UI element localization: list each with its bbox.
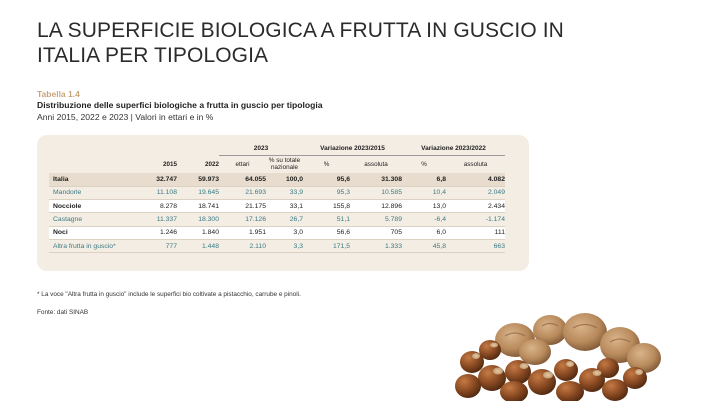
col-header-2015: 2015 xyxy=(162,160,177,168)
cell-abs-2015: 10.585 xyxy=(350,186,402,201)
cell-pct-2022: 10,4 xyxy=(402,186,446,201)
cell-abs-2015: 31.308 xyxy=(350,173,402,187)
cell-2022: 18.741 xyxy=(177,199,219,214)
cell-pct-2022: 6,0 xyxy=(402,226,446,240)
cell-2015: 11.337 xyxy=(139,212,177,227)
cell-pct-2022: -6,4 xyxy=(402,212,446,227)
row-name: Noci xyxy=(49,226,139,240)
row-name: Italia xyxy=(49,173,139,187)
row-name: Altra frutta in guscio* xyxy=(49,239,139,254)
cell-pct-total: 33,1 xyxy=(266,199,303,214)
cell-2022: 59.973 xyxy=(177,173,219,187)
col-header-ettari: ettari xyxy=(235,160,250,168)
cell-abs-2015: 1.333 xyxy=(350,239,402,254)
cell-ettari: 21.693 xyxy=(219,186,266,201)
cell-abs-2015: 705 xyxy=(350,226,402,240)
cell-2022: 1.448 xyxy=(177,239,219,254)
cell-pct-2022: 6,8 xyxy=(402,173,446,187)
cell-2015: 32.747 xyxy=(139,173,177,187)
table-row: Mandorle 11.108 19.645 21.693 33,9 95,3 … xyxy=(49,186,505,201)
cell-pct-2015: 95,3 xyxy=(303,186,350,201)
row-name: Castagne xyxy=(49,212,139,227)
cell-2015: 777 xyxy=(139,239,177,254)
cell-2022: 1.840 xyxy=(177,226,219,240)
cell-abs-2022: 663 xyxy=(446,239,505,254)
table-row: Nocciole 8.278 18.741 21.175 33,1 155,8 … xyxy=(49,199,505,214)
col-header-pct-2022: % xyxy=(421,160,427,168)
cell-abs-2015: 12.896 xyxy=(350,199,402,214)
cell-pct-total: 100,0 xyxy=(266,173,303,187)
data-table: 2023 Variazione 2023/2015 Variazione 202… xyxy=(49,143,505,254)
source-note: Fonte: dati SINAB xyxy=(37,309,89,316)
footnote: * La voce "Altra frutta in guscio" inclu… xyxy=(37,291,301,298)
nuts-illustration-icon xyxy=(455,313,661,401)
cell-pct-total: 3,0 xyxy=(266,226,303,240)
cell-pct-2022: 13,0 xyxy=(402,199,446,214)
column-header-row: 2015 2022 ettari % su totale nazionale %… xyxy=(49,155,505,173)
col-header-abs-2015: assoluta xyxy=(364,160,388,168)
cell-abs-2022: 2.434 xyxy=(446,199,505,214)
cell-pct-total: 3,3 xyxy=(266,239,303,254)
col-header-2022: 2022 xyxy=(204,160,219,168)
cell-ettari: 2.110 xyxy=(219,239,266,254)
cell-pct-2022: 45,8 xyxy=(402,239,446,254)
group-header-2023: 2023 xyxy=(219,143,303,156)
table-tag: Tabella 1.4 xyxy=(37,89,80,99)
group-header-var-2015: Variazione 2023/2015 xyxy=(303,143,402,156)
col-header-abs-2022: assoluta xyxy=(463,160,488,168)
cell-abs-2022: 2.049 xyxy=(446,186,505,201)
row-name: Nocciole xyxy=(49,199,139,214)
table-row: Altra frutta in guscio* 777 1.448 2.110 … xyxy=(49,239,505,254)
cell-ettari: 21.175 xyxy=(219,199,266,214)
cell-ettari: 1.951 xyxy=(219,226,266,240)
cell-2015: 1.246 xyxy=(139,226,177,240)
table-row: Italia 32.747 59.973 64.055 100,0 95,6 3… xyxy=(49,173,505,187)
col-header-pct-total: % su totale nazionale xyxy=(268,157,301,172)
cell-2015: 8.278 xyxy=(139,199,177,214)
table-row: Castagne 11.337 18.300 17.126 26,7 51,1 … xyxy=(49,212,505,227)
cell-abs-2022: 4.082 xyxy=(446,173,505,187)
cell-pct-total: 33,9 xyxy=(266,186,303,201)
cell-pct-2015: 155,8 xyxy=(303,199,350,214)
group-header-var-2022: Variazione 2023/2022 xyxy=(402,143,505,156)
table-heading: Distribuzione delle superfici biologiche… xyxy=(37,100,323,110)
cell-abs-2015: 5.789 xyxy=(350,212,402,227)
cell-abs-2022: 111 xyxy=(446,226,505,240)
cell-pct-total: 26,7 xyxy=(266,212,303,227)
cell-2022: 19.645 xyxy=(177,186,219,201)
cell-2015: 11.108 xyxy=(139,186,177,201)
cell-pct-2015: 51,1 xyxy=(303,212,350,227)
cell-2022: 18.300 xyxy=(177,212,219,227)
cell-ettari: 17.126 xyxy=(219,212,266,227)
row-name: Mandorle xyxy=(49,186,139,201)
cell-ettari: 64.055 xyxy=(219,173,266,187)
cell-pct-2015: 171,5 xyxy=(303,239,350,254)
cell-pct-2015: 95,6 xyxy=(303,173,350,187)
cell-pct-2015: 56,6 xyxy=(303,226,350,240)
group-header-row: 2023 Variazione 2023/2015 Variazione 202… xyxy=(49,143,505,156)
table-row: Noci 1.246 1.840 1.951 3,0 56,6 705 6,0 … xyxy=(49,226,505,240)
table-subheading: Anni 2015, 2022 e 2023 | Valori in ettar… xyxy=(37,112,214,122)
col-header-pct-2015: % xyxy=(323,160,330,168)
page-title: LA SUPERFICIE BIOLOGICA A FRUTTA IN GUSC… xyxy=(37,19,564,67)
cell-abs-2022: -1.174 xyxy=(446,212,505,227)
